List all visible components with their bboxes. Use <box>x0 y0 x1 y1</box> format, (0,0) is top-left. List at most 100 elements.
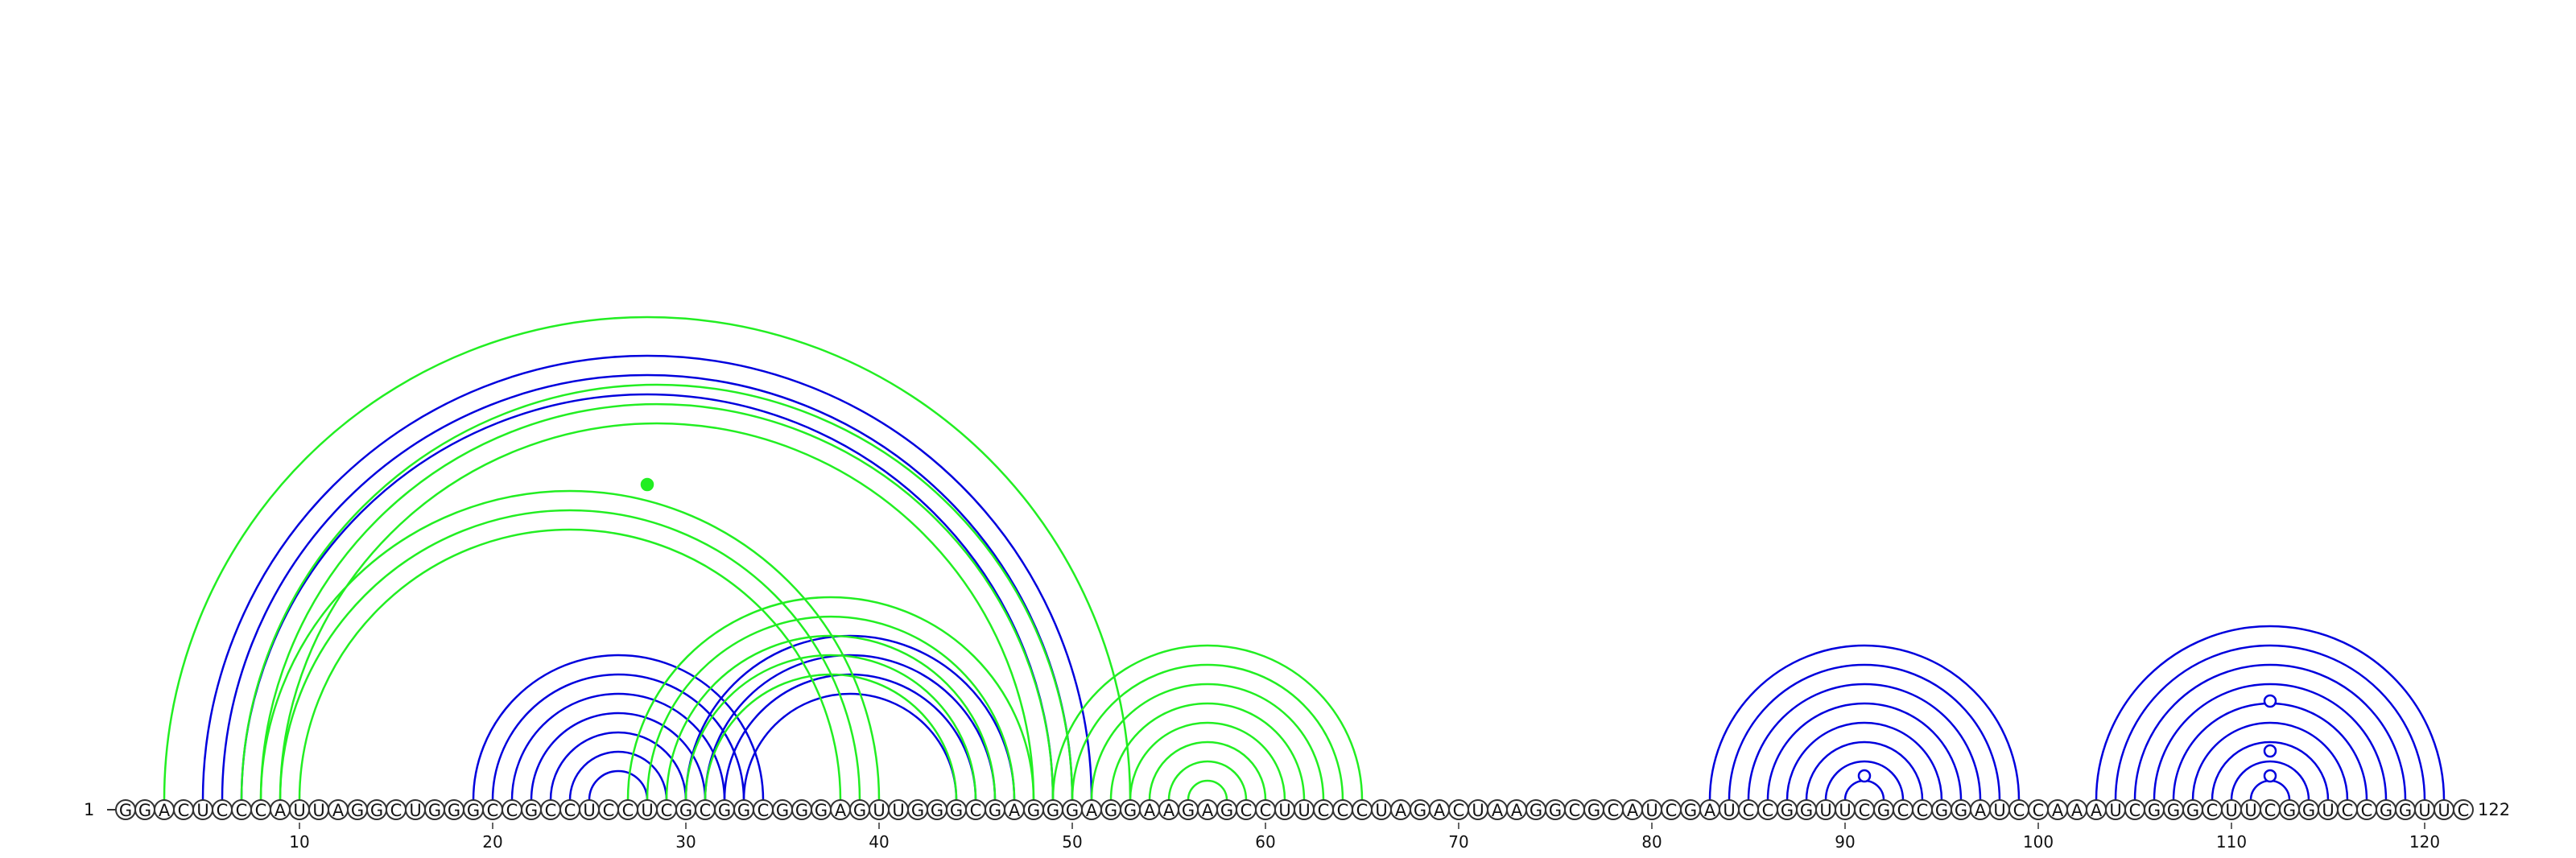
svg-text:U: U <box>196 801 208 820</box>
svg-text:G: G <box>1066 801 1079 820</box>
svg-text:C: C <box>1453 801 1465 820</box>
svg-text:U: U <box>2438 801 2450 820</box>
svg-text:U: U <box>892 801 904 820</box>
nucleotide-40: U <box>869 799 890 820</box>
svg-text:G: G <box>370 801 383 820</box>
nucleotide-63: C <box>1313 799 1334 820</box>
nucleotide-74: G <box>1525 799 1546 820</box>
nucleotide-122: C <box>2453 799 2474 820</box>
svg-text:C: C <box>1356 801 1368 820</box>
svg-text:100: 100 <box>2023 832 2054 852</box>
svg-text:G: G <box>1220 801 1233 820</box>
nucleotide-109: C <box>2202 799 2223 820</box>
base-pair-arc-10-38 <box>298 528 842 801</box>
nucleotide-83: A <box>1699 799 1720 820</box>
svg-text:U: U <box>2322 801 2334 820</box>
nucleotide-103: A <box>2086 799 2107 820</box>
base-pair-arc-49-65 <box>1051 644 1364 801</box>
svg-text:G: G <box>1587 801 1600 820</box>
nucleotide-1: G <box>115 799 136 820</box>
svg-text:G: G <box>989 801 1001 820</box>
svg-text:110: 110 <box>2216 832 2247 852</box>
nucleotide-34: C <box>753 799 774 820</box>
svg-text:G: G <box>950 801 963 820</box>
nucleotide-89: U <box>1815 799 1836 820</box>
nucleotide-6: C <box>212 799 233 820</box>
svg-text:G: G <box>2186 801 2199 820</box>
svg-text:C: C <box>2207 801 2219 820</box>
base-pair-arc-6-50 <box>221 373 1074 801</box>
nucleotide-39: G <box>849 799 870 820</box>
nucleotide-19: G <box>463 799 484 820</box>
svg-text:G: G <box>1549 801 1562 820</box>
base-pair-arc-51-63 <box>1090 683 1325 801</box>
nucleotide-121: U <box>2434 799 2454 820</box>
svg-text:C: C <box>2013 801 2025 820</box>
svg-text:C: C <box>1318 801 1330 820</box>
base-pair-arc-7-49 <box>240 393 1055 801</box>
svg-text:G: G <box>1935 801 1948 820</box>
nucleotide-101: A <box>2047 799 2068 820</box>
svg-text:A: A <box>835 801 847 820</box>
svg-text:G: G <box>448 801 460 820</box>
svg-text:G: G <box>853 801 866 820</box>
svg-text:60: 60 <box>1255 832 1275 852</box>
svg-text:C: C <box>1917 801 1929 820</box>
nucleotide-29: C <box>656 799 677 820</box>
svg-text:C: C <box>564 801 576 820</box>
nucleotide-99: C <box>2008 799 2029 820</box>
svg-text:C: C <box>1569 801 1581 820</box>
arc-marker-5 <box>2263 694 2277 708</box>
arc-marker-3 <box>2263 769 2277 783</box>
svg-text:U: U <box>2244 801 2256 820</box>
svg-text:C: C <box>661 801 673 820</box>
nucleotide-58: G <box>1216 799 1237 820</box>
nucleotide-65: C <box>1352 799 1373 820</box>
base-pair-arc-22-31 <box>530 712 707 801</box>
nucleotide-104: U <box>2105 799 2126 820</box>
svg-text:G: G <box>1124 801 1137 820</box>
nucleotide-75: G <box>1545 799 1566 820</box>
nucleotide-2: G <box>134 799 155 820</box>
svg-text:U: U <box>1472 801 1484 820</box>
svg-text:G: G <box>911 801 924 820</box>
svg-text:G: G <box>679 801 692 820</box>
tick-70: 70 <box>1448 823 1469 852</box>
nucleotide-24: C <box>559 799 580 820</box>
svg-text:U: U <box>2109 801 2121 820</box>
svg-text:A: A <box>2052 801 2064 820</box>
nucleotide-110: U <box>2221 799 2242 820</box>
svg-text:G: G <box>2302 801 2315 820</box>
nucleotide-112: C <box>2260 799 2281 820</box>
svg-text:C: C <box>1666 801 1678 820</box>
svg-text:50: 50 <box>1062 832 1082 852</box>
svg-text:U: U <box>2225 801 2237 820</box>
svg-text:C: C <box>545 801 557 820</box>
base-pair-arc-20-33 <box>491 673 745 801</box>
base-pair-arc-85-97 <box>1747 683 1982 801</box>
base-pair-arc-54-60 <box>1148 740 1267 801</box>
nucleotide-20: C <box>482 799 503 820</box>
nucleotide-72: A <box>1487 799 1508 820</box>
nucleotide-3: A <box>154 799 175 820</box>
position-axis: 10 20 30 40 50 60 70 80 90 100 110 120 <box>289 823 2440 852</box>
nucleotide-76: C <box>1564 799 1585 820</box>
base-pair-arc-83-99 <box>1708 644 2021 801</box>
nucleotide-81: C <box>1661 799 1682 820</box>
svg-text:G: G <box>737 801 750 820</box>
svg-text:G: G <box>119 801 132 820</box>
svg-text:20: 20 <box>482 832 502 852</box>
nucleotide-51: A <box>1081 799 1102 820</box>
nucleotide-37: G <box>811 799 832 820</box>
svg-text:C: C <box>506 801 518 820</box>
svg-text:A: A <box>1627 801 1639 820</box>
svg-text:A: A <box>159 801 171 820</box>
tick-20: 20 <box>482 823 503 852</box>
nucleotide-27: C <box>617 799 638 820</box>
base-pair-arc-29-46 <box>665 634 997 801</box>
svg-text:C: C <box>2264 801 2277 820</box>
svg-text:A: A <box>1434 801 1446 820</box>
nucleotide-91: C <box>1854 799 1875 820</box>
base-pair-arc-104-120 <box>2114 644 2426 801</box>
